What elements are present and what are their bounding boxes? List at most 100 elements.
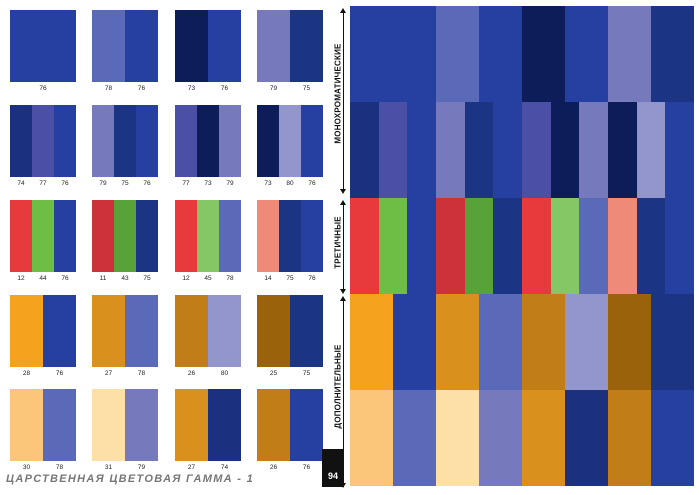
color-code-label: 80 — [286, 180, 294, 187]
color-swatch — [10, 200, 76, 272]
color-code-label: 76 — [39, 85, 47, 92]
color-block — [175, 200, 197, 272]
swatch-codes: 14 75 76 — [257, 275, 323, 282]
color-block — [10, 389, 43, 461]
color-code-label: 12 — [17, 275, 25, 282]
color-block — [92, 105, 114, 177]
color-strip-cell — [550, 102, 580, 198]
color-strip-cell — [608, 198, 637, 294]
color-block — [32, 200, 54, 272]
color-code-label: 43 — [121, 275, 129, 282]
color-swatch — [10, 10, 76, 82]
color-code-label: 79 — [269, 85, 278, 92]
swatch-codes: 26 80 — [175, 370, 241, 377]
color-block — [125, 10, 158, 82]
color-code-label: 79 — [226, 180, 234, 187]
color-strip-cell — [436, 294, 479, 390]
color-block — [10, 200, 32, 272]
color-strip-cell — [350, 294, 393, 390]
color-strip-cell — [636, 102, 666, 198]
color-code-label: 75 — [121, 180, 129, 187]
color-strip-cell — [522, 294, 565, 390]
color-strip-cell — [436, 390, 479, 486]
color-block — [125, 295, 158, 367]
color-block — [219, 105, 241, 177]
color-code-label: 76 — [143, 180, 151, 187]
color-strip-cell — [522, 6, 565, 102]
color-code-label: 75 — [286, 275, 294, 282]
color-strip-cell — [407, 102, 437, 198]
swatch-codes: 74 77 76 — [10, 180, 76, 187]
color-swatch — [10, 295, 76, 367]
color-strip-cell — [350, 102, 379, 198]
color-block — [219, 200, 241, 272]
color-code-label: 77 — [182, 180, 190, 187]
color-swatch — [175, 295, 241, 367]
color-swatch — [175, 200, 241, 272]
swatch-codes: 12 44 76 — [10, 275, 76, 282]
color-block — [43, 389, 76, 461]
color-strip-cell — [665, 198, 695, 294]
label-complementary: ДОПОЛНИТЕЛЬНЫЕ — [333, 341, 343, 432]
color-strip-cell — [565, 390, 608, 486]
color-code-label: 31 — [104, 464, 113, 471]
color-code-label: 75 — [302, 85, 311, 92]
color-block — [175, 10, 208, 82]
color-block — [92, 389, 125, 461]
swatch-codes: 73 80 76 — [257, 180, 323, 187]
color-strip-cell — [579, 198, 609, 294]
color-strip-cell — [436, 198, 465, 294]
color-code-label: 78 — [226, 275, 234, 282]
color-strip-cell — [565, 294, 608, 390]
color-block — [10, 295, 43, 367]
color-strip-cell — [393, 390, 436, 486]
color-strip-cell — [464, 198, 494, 294]
color-block — [257, 295, 290, 367]
color-block — [54, 200, 76, 272]
color-block — [175, 105, 197, 177]
color-block — [10, 10, 76, 82]
color-code-label: 12 — [182, 275, 190, 282]
color-block — [257, 200, 279, 272]
color-block — [197, 105, 219, 177]
color-strip-cell — [665, 102, 695, 198]
color-strip-cell — [393, 6, 436, 102]
color-code-label: 27 — [104, 370, 113, 377]
color-code-label: 27 — [187, 464, 196, 471]
color-strip-panel — [350, 6, 695, 486]
color-code-label: 80 — [220, 370, 229, 377]
color-block — [43, 295, 76, 367]
color-code-label: 76 — [137, 85, 146, 92]
color-code-label: 30 — [22, 464, 31, 471]
color-strip-cell — [636, 198, 666, 294]
color-code-label: 76 — [308, 180, 316, 187]
color-strip-cell — [350, 198, 379, 294]
label-tertiary: ТРЕТИЧНЫЕ — [333, 213, 343, 272]
swatch-codes: 73 76 — [175, 85, 241, 92]
color-block — [136, 105, 158, 177]
color-swatch — [92, 295, 158, 367]
color-block — [92, 200, 114, 272]
swatch-codes: 25 75 — [257, 370, 323, 377]
color-code-label: 44 — [39, 275, 47, 282]
color-code-label: 74 — [220, 464, 229, 471]
color-strip-cell — [350, 390, 393, 486]
swatch-codes: 27 74 — [175, 464, 241, 471]
color-swatch — [257, 105, 323, 177]
label-monochromatic: МОНОХРОМАТИЧЕСКИЕ — [333, 40, 343, 147]
swatch-codes: 11 43 75 — [92, 275, 158, 282]
color-block — [279, 105, 301, 177]
color-code-label: 26 — [187, 370, 196, 377]
swatch-codes: 79 75 76 — [92, 180, 158, 187]
color-block — [290, 10, 323, 82]
swatch-codes: 76 — [10, 85, 76, 92]
color-strip-row — [350, 102, 695, 198]
color-block — [290, 295, 323, 367]
color-strip-cell — [493, 102, 523, 198]
color-block — [92, 295, 125, 367]
color-strip-cell — [522, 390, 565, 486]
color-strip-cell — [651, 6, 694, 102]
color-block — [125, 389, 158, 461]
color-strip-cell — [436, 102, 465, 198]
color-code-label: 26 — [269, 464, 278, 471]
